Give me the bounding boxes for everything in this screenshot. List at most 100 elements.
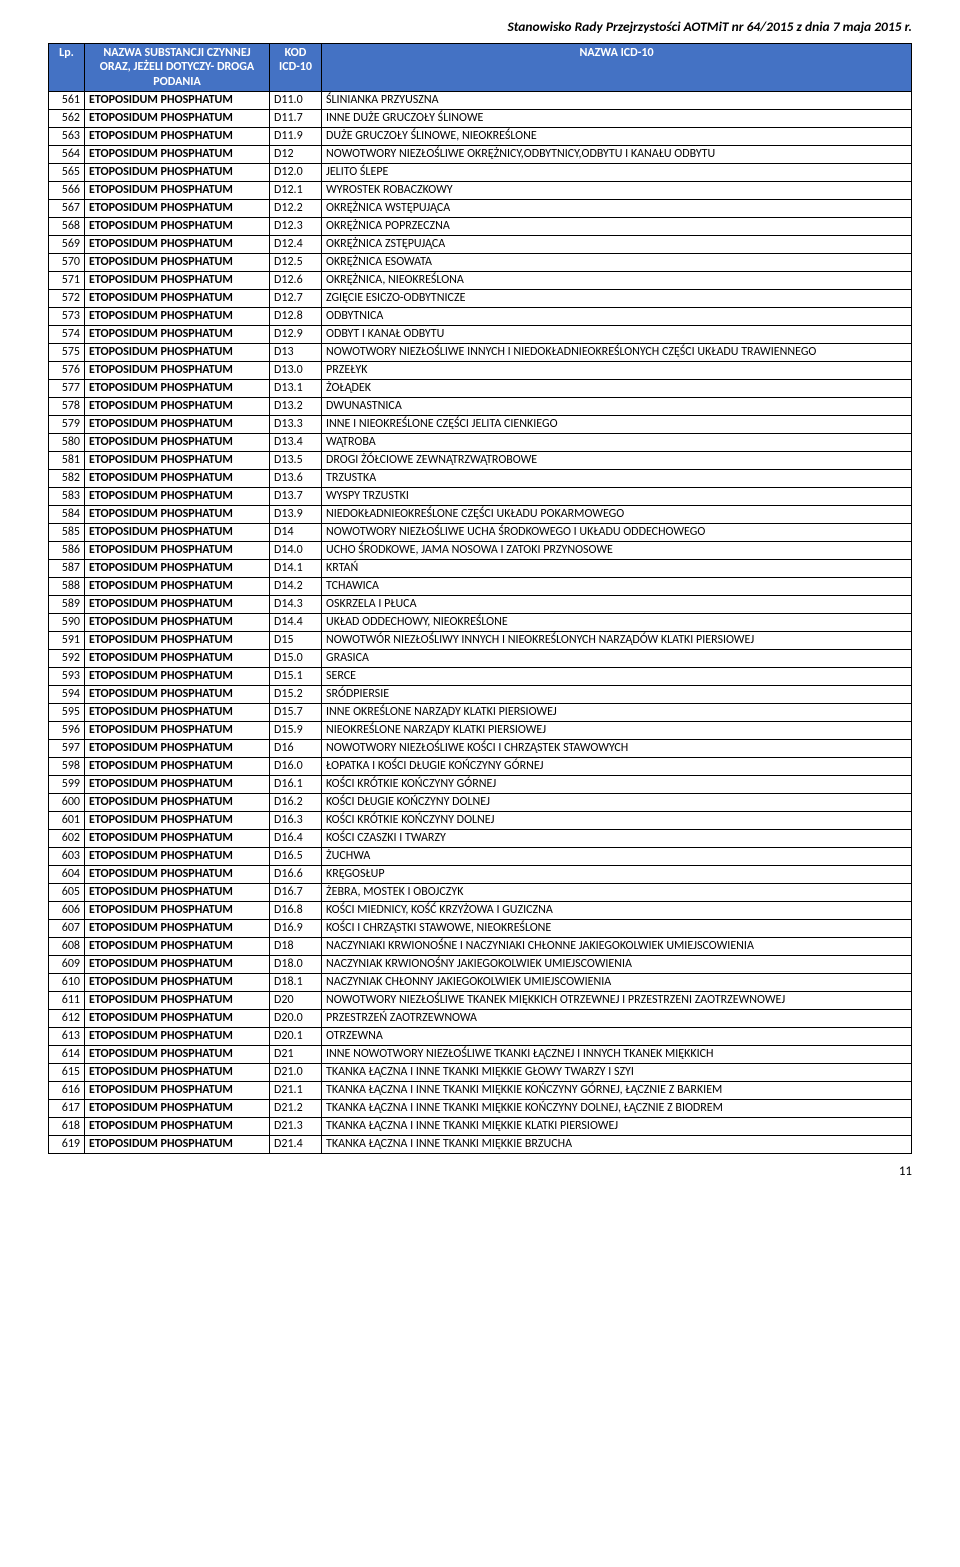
table-row: 567ETOPOSIDUM PHOSPHATUMD12.2OKRĘŻNICA W…: [49, 200, 912, 218]
cell-substance: ETOPOSIDUM PHOSPHATUM: [85, 956, 270, 974]
cell-name: KOŚCI CZASZKI I TWARZY: [322, 830, 912, 848]
cell-lp: 561: [49, 92, 85, 110]
cell-lp: 569: [49, 236, 85, 254]
cell-substance: ETOPOSIDUM PHOSPHATUM: [85, 326, 270, 344]
cell-name: TCHAWICA: [322, 578, 912, 596]
cell-lp: 578: [49, 398, 85, 416]
cell-kod: D15.2: [270, 686, 322, 704]
table-row: 608ETOPOSIDUM PHOSPHATUMD18NACZYNIAKI KR…: [49, 938, 912, 956]
cell-name: OTRZEWNA: [322, 1028, 912, 1046]
table-row: 606ETOPOSIDUM PHOSPHATUMD16.8KOŚCI MIEDN…: [49, 902, 912, 920]
cell-kod: D14: [270, 524, 322, 542]
cell-lp: 589: [49, 596, 85, 614]
table-row: 577ETOPOSIDUM PHOSPHATUMD13.1ŻOŁĄDEK: [49, 380, 912, 398]
cell-substance: ETOPOSIDUM PHOSPHATUM: [85, 452, 270, 470]
cell-substance: ETOPOSIDUM PHOSPHATUM: [85, 344, 270, 362]
table-row: 591ETOPOSIDUM PHOSPHATUMD15NOWOTWÓR NIEZ…: [49, 632, 912, 650]
cell-substance: ETOPOSIDUM PHOSPHATUM: [85, 794, 270, 812]
page-number: 11: [48, 1164, 912, 1179]
cell-lp: 593: [49, 668, 85, 686]
cell-name: WYROSTEK ROBACZKOWY: [322, 182, 912, 200]
cell-kod: D15.7: [270, 704, 322, 722]
cell-kod: D14.1: [270, 560, 322, 578]
table-row: 562ETOPOSIDUM PHOSPHATUMD11.7INNE DUŻE G…: [49, 110, 912, 128]
cell-substance: ETOPOSIDUM PHOSPHATUM: [85, 380, 270, 398]
table-row: 572ETOPOSIDUM PHOSPHATUMD12.7ZGIĘCIE ESI…: [49, 290, 912, 308]
table-row: 590ETOPOSIDUM PHOSPHATUMD14.4UKŁAD ODDEC…: [49, 614, 912, 632]
cell-name: NACZYNIAK CHŁONNY JAKIEGOKOLWIEK UMIEJSC…: [322, 974, 912, 992]
cell-kod: D12.2: [270, 200, 322, 218]
cell-kod: D12: [270, 146, 322, 164]
cell-lp: 587: [49, 560, 85, 578]
cell-lp: 591: [49, 632, 85, 650]
cell-kod: D14.2: [270, 578, 322, 596]
cell-kod: D18: [270, 938, 322, 956]
cell-substance: ETOPOSIDUM PHOSPHATUM: [85, 524, 270, 542]
table-row: 604ETOPOSIDUM PHOSPHATUMD16.6KRĘGOSŁUP: [49, 866, 912, 884]
cell-substance: ETOPOSIDUM PHOSPHATUM: [85, 1118, 270, 1136]
table-row: 576ETOPOSIDUM PHOSPHATUMD13.0PRZEŁYK: [49, 362, 912, 380]
cell-substance: ETOPOSIDUM PHOSPHATUM: [85, 488, 270, 506]
cell-name: PRZESTRZEŃ ZAOTRZEWNOWA: [322, 1010, 912, 1028]
table-row: 613ETOPOSIDUM PHOSPHATUMD20.1OTRZEWNA: [49, 1028, 912, 1046]
cell-kod: D16.4: [270, 830, 322, 848]
cell-name: OKRĘŻNICA, NIEOKREŚLONA: [322, 272, 912, 290]
cell-substance: ETOPOSIDUM PHOSPHATUM: [85, 1028, 270, 1046]
cell-name: OKRĘŻNICA POPRZECZNA: [322, 218, 912, 236]
cell-name: NOWOTWORY NIEZŁOŚLIWE OKRĘŻNICY,ODBYTNIC…: [322, 146, 912, 164]
cell-lp: 596: [49, 722, 85, 740]
cell-lp: 590: [49, 614, 85, 632]
cell-lp: 566: [49, 182, 85, 200]
cell-substance: ETOPOSIDUM PHOSPHATUM: [85, 236, 270, 254]
table-row: 612ETOPOSIDUM PHOSPHATUMD20.0PRZESTRZEŃ …: [49, 1010, 912, 1028]
cell-kod: D13.5: [270, 452, 322, 470]
cell-kod: D13.4: [270, 434, 322, 452]
cell-name: NOWOTWORY NIEZŁOŚLIWE KOŚCI I CHRZĄSTEK …: [322, 740, 912, 758]
cell-kod: D16.2: [270, 794, 322, 812]
table-row: 585ETOPOSIDUM PHOSPHATUMD14NOWOTWORY NIE…: [49, 524, 912, 542]
cell-kod: D12.0: [270, 164, 322, 182]
cell-kod: D16.1: [270, 776, 322, 794]
cell-name: ZGIĘCIE ESICZO-ODBYTNICZE: [322, 290, 912, 308]
cell-substance: ETOPOSIDUM PHOSPHATUM: [85, 740, 270, 758]
cell-substance: ETOPOSIDUM PHOSPHATUM: [85, 218, 270, 236]
cell-lp: 562: [49, 110, 85, 128]
cell-substance: ETOPOSIDUM PHOSPHATUM: [85, 1082, 270, 1100]
cell-kod: D13.7: [270, 488, 322, 506]
cell-name: ŻUCHWA: [322, 848, 912, 866]
cell-substance: ETOPOSIDUM PHOSPHATUM: [85, 506, 270, 524]
cell-name: NOWOTWORY NIEZŁOŚLIWE TKANEK MIĘKKICH OT…: [322, 992, 912, 1010]
cell-substance: ETOPOSIDUM PHOSPHATUM: [85, 650, 270, 668]
table-row: 607ETOPOSIDUM PHOSPHATUMD16.9KOŚCI I CHR…: [49, 920, 912, 938]
cell-name: ODBYTNICA: [322, 308, 912, 326]
cell-kod: D11.9: [270, 128, 322, 146]
cell-name: INNE I NIEOKREŚLONE CZĘŚCI JELITA CIENKI…: [322, 416, 912, 434]
cell-substance: ETOPOSIDUM PHOSPHATUM: [85, 182, 270, 200]
table-row: 573ETOPOSIDUM PHOSPHATUMD12.8ODBYTNICA: [49, 308, 912, 326]
table-row: 586ETOPOSIDUM PHOSPHATUMD14.0UCHO ŚRODKO…: [49, 542, 912, 560]
cell-name: TKANKA ŁĄCZNA I INNE TKANKI MIĘKKIE KOŃC…: [322, 1100, 912, 1118]
cell-name: OKRĘŻNICA ESOWATA: [322, 254, 912, 272]
cell-kod: D21.0: [270, 1064, 322, 1082]
cell-kod: D13.3: [270, 416, 322, 434]
table-row: 580ETOPOSIDUM PHOSPHATUMD13.4WĄTROBA: [49, 434, 912, 452]
cell-substance: ETOPOSIDUM PHOSPHATUM: [85, 1046, 270, 1064]
cell-substance: ETOPOSIDUM PHOSPHATUM: [85, 110, 270, 128]
cell-kod: D12.6: [270, 272, 322, 290]
table-row: 598ETOPOSIDUM PHOSPHATUMD16.0ŁOPATKA I K…: [49, 758, 912, 776]
cell-lp: 568: [49, 218, 85, 236]
cell-substance: ETOPOSIDUM PHOSPHATUM: [85, 128, 270, 146]
table-row: 615ETOPOSIDUM PHOSPHATUMD21.0TKANKA ŁĄCZ…: [49, 1064, 912, 1082]
cell-substance: ETOPOSIDUM PHOSPHATUM: [85, 992, 270, 1010]
cell-kod: D20: [270, 992, 322, 1010]
table-row: 566ETOPOSIDUM PHOSPHATUMD12.1WYROSTEK RO…: [49, 182, 912, 200]
cell-name: OKRĘŻNICA ZSTĘPUJĄCA: [322, 236, 912, 254]
cell-kod: D20.1: [270, 1028, 322, 1046]
cell-substance: ETOPOSIDUM PHOSPHATUM: [85, 758, 270, 776]
cell-kod: D12.1: [270, 182, 322, 200]
table-row: 570ETOPOSIDUM PHOSPHATUMD12.5OKRĘŻNICA E…: [49, 254, 912, 272]
cell-lp: 584: [49, 506, 85, 524]
cell-lp: 594: [49, 686, 85, 704]
cell-substance: ETOPOSIDUM PHOSPHATUM: [85, 290, 270, 308]
cell-lp: 583: [49, 488, 85, 506]
